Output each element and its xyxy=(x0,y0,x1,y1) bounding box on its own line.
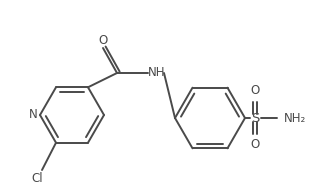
Text: NH₂: NH₂ xyxy=(284,112,306,125)
Text: O: O xyxy=(250,139,260,152)
Text: S: S xyxy=(251,112,259,125)
Text: Cl: Cl xyxy=(31,173,43,185)
Text: N: N xyxy=(29,108,37,122)
Text: NH: NH xyxy=(148,66,166,78)
Text: O: O xyxy=(250,84,260,98)
Text: O: O xyxy=(98,33,108,46)
